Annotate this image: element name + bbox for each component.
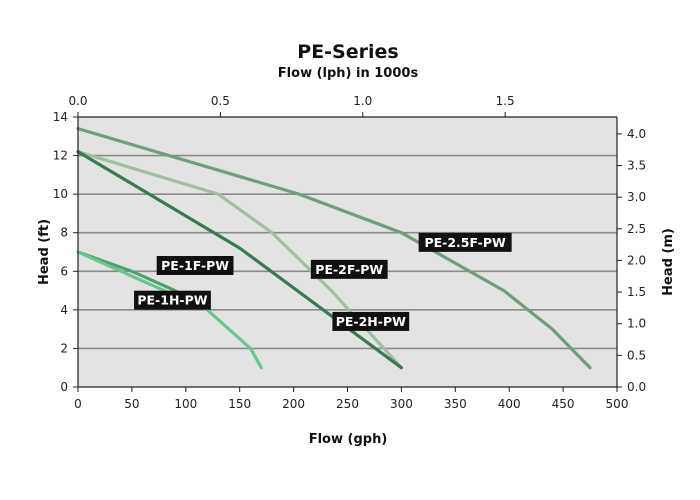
series-label-text: PE-1H-PW: [137, 293, 207, 308]
series-label-box: [310, 259, 388, 279]
top-tick-label: 0.0: [68, 94, 87, 108]
top-axis-ticks: 0.0 0.5 1.0 1.5: [68, 94, 515, 117]
right-tick-label: 1.5: [627, 285, 646, 299]
right-tick-label: 3.0: [627, 190, 646, 204]
series-label-box: [418, 232, 512, 252]
series-label-text: PE-2F-PW: [315, 262, 383, 277]
x-tick-label: 100: [174, 397, 197, 411]
y-tick-label: 4: [60, 303, 68, 317]
x-tick-label: 400: [498, 397, 521, 411]
y-tick-label: 6: [60, 264, 68, 278]
series-label-text: PE-2H-PW: [336, 314, 406, 329]
y-tick-label: 8: [60, 226, 68, 240]
right-tick-label: 2.0: [627, 253, 646, 267]
x-tick-label: 350: [444, 397, 467, 411]
x-tick-label: 300: [390, 397, 413, 411]
y-tick-label: 0: [60, 380, 68, 394]
x-tick-label: 150: [228, 397, 251, 411]
y-tick-label: 2: [60, 341, 68, 355]
x-tick-label: 500: [606, 397, 629, 411]
x-tick-label: 0: [74, 397, 82, 411]
series-label-box: [332, 311, 410, 331]
series-label-text: PE-2.5F-PW: [424, 235, 506, 250]
chart-title: PE-Series: [297, 41, 398, 63]
x-tick-label: 50: [124, 397, 139, 411]
x-tick-label: 200: [282, 397, 305, 411]
x-axis-ticks: 0 50 100 150 200 250 300 350 400 450 500: [74, 387, 628, 411]
top-tick-label: 0.5: [211, 94, 230, 108]
series-label-pe-2f-pw: PE-2F-PW: [310, 259, 388, 279]
series-label-pe-2h-pw: PE-2H-PW: [332, 311, 410, 331]
right-tick-label: 2.5: [627, 222, 646, 236]
y-tick-label: 10: [53, 187, 68, 201]
plot-background: [78, 117, 617, 387]
right-tick-label: 4.0: [627, 127, 646, 141]
y-tick-label: 12: [53, 149, 68, 163]
x-tick-label: 250: [336, 397, 359, 411]
x-tick-label: 450: [552, 397, 575, 411]
series-labels: PE-1F-PW PE-1H-PW PE-2F-PW PE-2H-PW PE-2.5F-…: [134, 232, 512, 331]
right-tick-label: 0.5: [627, 348, 646, 362]
series-label-box: [156, 256, 234, 275]
series-label-text: PE-1F-PW: [161, 258, 229, 273]
right-axis-ticks: 0.0 0.5 1.0 1.5 2.0 2.5 3.0 3.5 4.0: [617, 127, 646, 394]
series-label-pe-1h-pw: PE-1H-PW: [134, 290, 211, 310]
series-label-box: [134, 290, 211, 310]
series-label-pe-1f-pw: PE-1F-PW: [156, 256, 234, 275]
y-tick-label: 14: [53, 110, 68, 124]
top-tick-label: 1.5: [496, 94, 515, 108]
y-axis-ticks: 0 2 4 6 8 10 12 14: [53, 110, 78, 394]
right-tick-label: 3.5: [627, 159, 646, 173]
chart-subtitle: Flow (lph) in 1000s: [278, 66, 419, 81]
right-tick-label: 0.0: [627, 380, 646, 394]
plot-area: [78, 117, 617, 387]
y2-axis-label: Head (m): [661, 228, 676, 296]
y-axis-label: Head (ft): [37, 219, 52, 285]
series-label-pe-2-5f-pw: PE-2.5F-PW: [418, 232, 512, 252]
series-line-pe-2-5f-pw: [76, 127, 592, 370]
right-tick-label: 1.0: [627, 317, 646, 331]
x-axis-label: Flow (gph): [309, 432, 388, 447]
top-tick-label: 1.0: [353, 94, 372, 108]
